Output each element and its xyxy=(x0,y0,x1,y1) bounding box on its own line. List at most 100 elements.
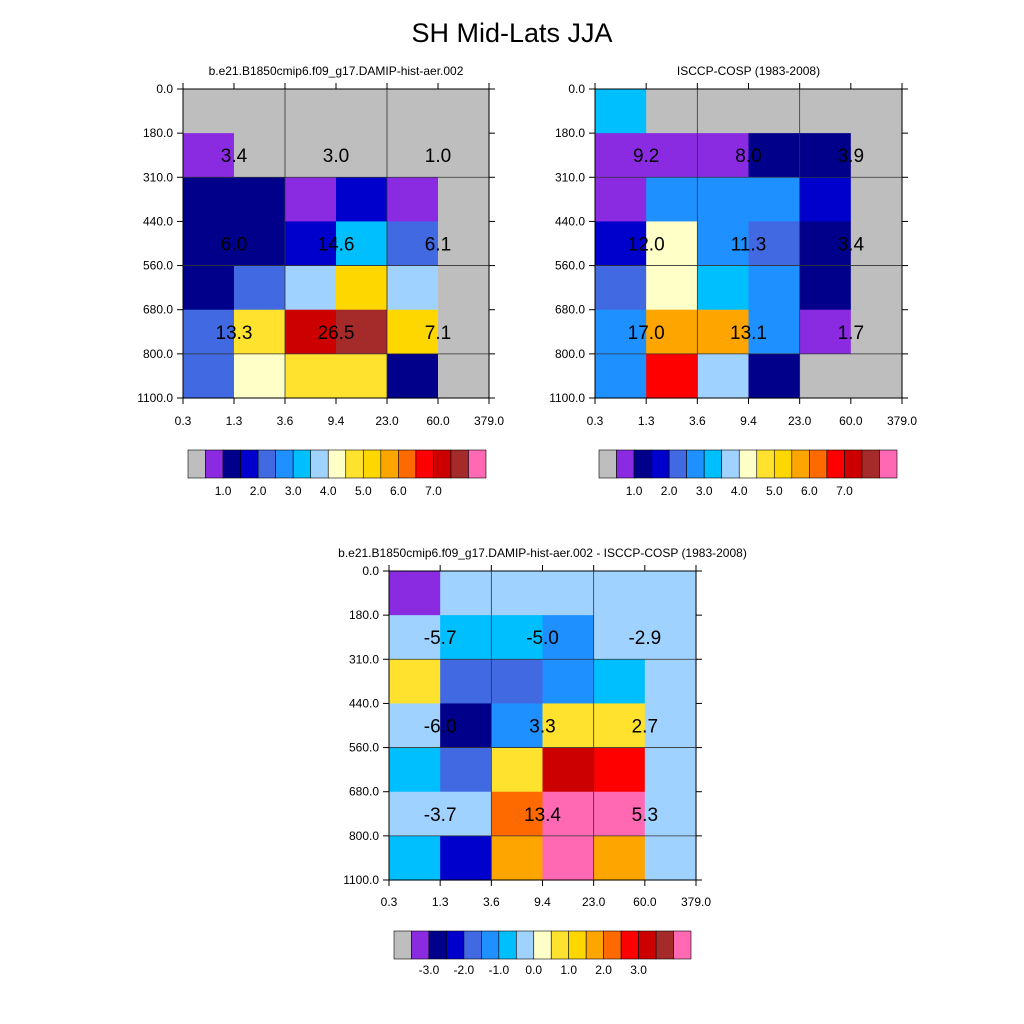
panel-3: b.e21.B1850cmip6.f09_g17.DAMIP-hist-aer.… xyxy=(338,546,747,977)
y-tick-label: 180.0 xyxy=(349,608,379,622)
heatmap-cell xyxy=(336,221,388,267)
colorbar-label: 7.0 xyxy=(425,484,442,498)
colorbar-box xyxy=(292,449,312,479)
heatmap-cell xyxy=(183,177,235,223)
heatmap-cell xyxy=(438,221,490,267)
colorbar-label: 4.0 xyxy=(731,484,748,498)
heatmap-cell xyxy=(595,353,647,399)
colorbar-box xyxy=(428,930,447,960)
y-tick-label: 440.0 xyxy=(555,214,585,228)
x-tick-label: 0.3 xyxy=(175,414,192,428)
heatmap-cell xyxy=(697,309,750,355)
colorbar-label: 4.0 xyxy=(320,484,337,498)
heatmap-cell xyxy=(389,571,441,616)
x-tick-label: 60.0 xyxy=(426,414,450,428)
colorbar-label: -1.0 xyxy=(488,963,509,977)
heatmap-cell xyxy=(542,791,595,837)
heatmap-cell xyxy=(542,747,595,793)
heatmap-cell xyxy=(387,265,439,311)
colorbar-box xyxy=(498,930,517,960)
y-tick-label: 1100.0 xyxy=(343,873,379,887)
heatmap-cell xyxy=(644,747,697,793)
y-tick-label: 440.0 xyxy=(349,696,379,710)
box-value-label: 5.3 xyxy=(632,805,658,826)
heatmap-cell xyxy=(389,835,441,881)
box-value-label: -5.0 xyxy=(526,628,559,649)
colorbar-box xyxy=(446,930,465,960)
box-value-label: -3.7 xyxy=(424,805,457,826)
y-tick-label: 180.0 xyxy=(143,126,173,140)
x-tick-label: 1.3 xyxy=(226,414,243,428)
heatmap-cell xyxy=(646,89,698,134)
box-value-label: 26.5 xyxy=(318,323,355,344)
heatmap-cell xyxy=(440,791,492,837)
box-value-label: -5.7 xyxy=(424,628,457,649)
y-tick-label: 0.0 xyxy=(362,564,379,578)
heatmap-cell xyxy=(748,265,801,311)
y-tick-label: 800.0 xyxy=(143,347,173,361)
y-tick-label: 0.0 xyxy=(156,82,173,96)
figure-title: SH Mid-Lats JJA xyxy=(411,18,613,48)
box-value-label: 12.0 xyxy=(628,235,665,256)
colorbar-box xyxy=(463,930,482,960)
heatmap-cell xyxy=(593,659,646,705)
colorbar-box xyxy=(222,449,241,479)
heatmap-cell xyxy=(336,133,388,178)
box-value-label: 3.0 xyxy=(323,146,349,167)
heatmap-cell xyxy=(234,177,286,223)
box-value-label: 3.9 xyxy=(838,146,864,167)
colorbar-box xyxy=(633,449,652,479)
colorbar-label: 6.0 xyxy=(801,484,818,498)
box-value-label: 1.0 xyxy=(425,146,451,167)
y-tick-label: 560.0 xyxy=(555,259,585,273)
box-value-label: 7.1 xyxy=(425,323,451,344)
heatmap-cell xyxy=(438,133,490,178)
heatmap-cell xyxy=(646,353,698,399)
x-tick-label: 60.0 xyxy=(839,414,863,428)
heatmap-cell xyxy=(748,221,801,267)
colorbar-box xyxy=(616,449,635,479)
heatmap-cell xyxy=(799,353,852,399)
heatmap-cell xyxy=(183,265,235,311)
heatmap-cell xyxy=(440,747,492,793)
heatmap-cell xyxy=(285,177,337,223)
colorbar-box xyxy=(703,449,723,479)
colorbar-box xyxy=(468,449,487,479)
colorbar-box xyxy=(310,449,329,479)
y-tick-label: 180.0 xyxy=(555,126,585,140)
colorbar-box xyxy=(533,930,552,960)
box-value-label: 3.4 xyxy=(838,235,865,256)
heatmap-cell xyxy=(389,659,441,705)
panel-1: b.e21.B1850cmip6.f09_g17.DAMIP-hist-aer.… xyxy=(137,64,504,498)
panel-title: ISCCP-COSP (1983-2008) xyxy=(677,64,820,78)
heatmap-cell xyxy=(285,89,337,134)
box-value-label: 2.7 xyxy=(632,717,658,738)
colorbar-box xyxy=(791,449,810,479)
x-tick-label: 3.6 xyxy=(483,895,500,909)
colorbar-box xyxy=(809,449,828,479)
colorbar-box xyxy=(568,930,587,960)
colorbar-box xyxy=(433,449,452,479)
heatmap-cell xyxy=(850,221,903,267)
heatmap-cell xyxy=(183,221,235,267)
heatmap-cell xyxy=(646,309,698,355)
box-value-label: 13.1 xyxy=(730,323,767,344)
heatmap-cell xyxy=(697,133,750,178)
heatmap-cell xyxy=(336,309,388,355)
colorbar-box xyxy=(844,449,863,479)
heatmap-cell xyxy=(183,133,235,178)
heatmap-cell xyxy=(389,747,441,793)
heatmap-cell xyxy=(491,835,544,881)
box-value-label: 11.3 xyxy=(731,235,767,256)
heatmap-cell xyxy=(387,89,439,134)
heatmap-cell xyxy=(850,133,903,178)
heatmap-cell xyxy=(438,309,490,355)
heatmap-cell xyxy=(387,221,439,267)
y-tick-label: 680.0 xyxy=(143,303,173,317)
heatmap-cell xyxy=(389,791,441,837)
heatmap-cell xyxy=(440,703,492,749)
colorbar-label: 1.0 xyxy=(215,484,232,498)
colorbar-box xyxy=(756,449,775,479)
colorbar-box xyxy=(257,449,276,479)
heatmap-cell xyxy=(491,571,544,616)
